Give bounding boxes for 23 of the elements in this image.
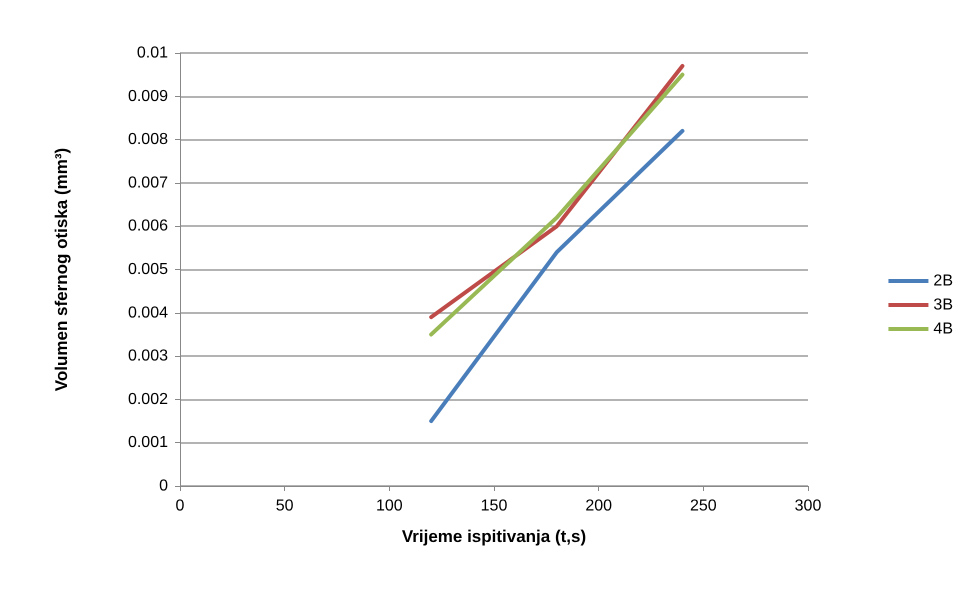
y-tick-label: 0.01 xyxy=(136,44,168,62)
y-tick-label: 0.008 xyxy=(128,131,168,148)
x-tick-label: 200 xyxy=(585,498,612,514)
y-axis-title: Volumen sfernog otiska (mm³) xyxy=(52,148,71,392)
x-tick-label: 300 xyxy=(794,498,822,514)
legend-label: 4B xyxy=(933,320,954,338)
x-tick-label: 150 xyxy=(480,498,508,514)
legend-label: 3B xyxy=(933,296,954,314)
y-tick-label: 0 xyxy=(159,478,168,494)
y-tick-label: 0.006 xyxy=(128,218,168,235)
legend-label: 2B xyxy=(933,272,954,290)
x-tick-label: 50 xyxy=(276,498,294,514)
y-tick-label: 0.007 xyxy=(128,174,168,192)
x-tick-label: 250 xyxy=(690,498,717,514)
y-tick-label: 0.002 xyxy=(128,390,168,408)
x-tick-label: 0 xyxy=(176,498,185,514)
y-tick-label: 0.003 xyxy=(128,348,168,365)
x-axis-title: Vrijeme ispitivanja (t,s) xyxy=(402,527,586,546)
y-tick-label: 0.004 xyxy=(128,304,168,322)
x-tick-label: 100 xyxy=(376,498,403,514)
y-tick-label: 0.001 xyxy=(128,434,168,452)
y-tick-label: 0.005 xyxy=(128,261,168,278)
y-tick-label: 0.009 xyxy=(128,88,168,105)
